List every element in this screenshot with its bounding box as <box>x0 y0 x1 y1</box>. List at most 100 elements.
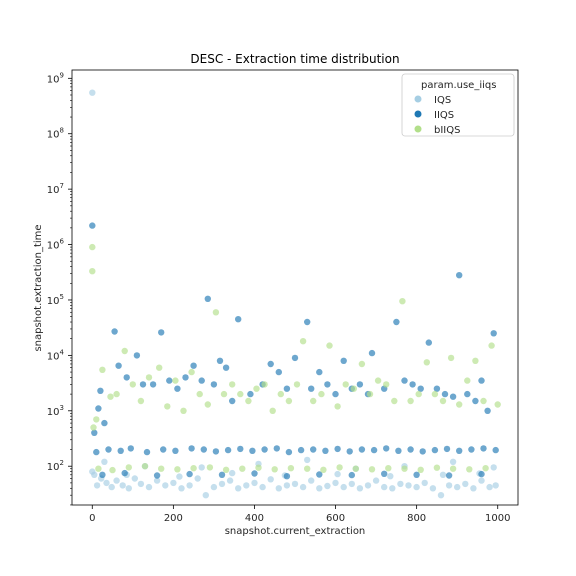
data-point-iiqs <box>93 448 100 456</box>
data-point-iiqs <box>316 368 323 376</box>
data-point-biiqs <box>125 464 132 471</box>
data-point-iiqs <box>383 445 390 452</box>
data-point-iqs <box>93 482 101 489</box>
y-axis-ticks: 102 103 104 105 106 107 108 109 <box>47 71 72 506</box>
data-point-iiqs <box>291 354 299 362</box>
data-point-iiqs <box>190 362 197 369</box>
x-tick-label: 800 <box>407 513 426 524</box>
data-point-iiqs <box>229 397 236 405</box>
legend-marker-iqs <box>414 95 422 103</box>
data-point-biiqs <box>90 424 97 431</box>
data-point-iiqs <box>115 362 122 369</box>
data-point-biiqs <box>121 347 128 355</box>
data-point-iiqs <box>273 445 280 452</box>
data-point-iqs <box>413 483 420 491</box>
data-point-iiqs <box>139 381 147 388</box>
data-point-iqs <box>429 485 437 492</box>
data-point-biiqs <box>156 364 163 371</box>
data-point-iqs <box>259 483 266 491</box>
data-point-biiqs <box>456 401 463 408</box>
data-point-iiqs <box>283 385 291 392</box>
data-point-biiqs <box>449 465 457 472</box>
data-point-biiqs <box>415 390 422 398</box>
data-point-iiqs <box>419 448 426 455</box>
y-tick-label: 109 <box>47 71 64 85</box>
data-point-biiqs <box>439 397 447 405</box>
data-point-iqs <box>397 480 404 488</box>
data-point-iiqs <box>356 381 364 388</box>
data-point-iqs <box>113 477 120 484</box>
data-point-biiqs <box>431 390 439 398</box>
data-point-iiqs <box>393 318 400 326</box>
chart-title: DESC - Extraction time distribution <box>190 52 399 66</box>
data-point-iiqs <box>198 377 205 384</box>
data-point-iqs <box>437 492 445 499</box>
data-point-iqs <box>332 479 339 487</box>
data-point-iiqs <box>117 447 124 454</box>
data-point-iqs <box>486 483 493 491</box>
data-point-biiqs <box>204 401 211 408</box>
data-point-iiqs <box>324 381 331 388</box>
data-point-biiqs <box>320 466 327 473</box>
x-tick-label: 1000 <box>485 513 510 524</box>
x-axis-label: snapshot.current_extraction <box>225 526 366 537</box>
data-point-iiqs <box>407 446 414 453</box>
data-point-iiqs <box>449 393 457 400</box>
data-point-iiqs <box>297 446 305 454</box>
series-biiqs <box>89 243 501 474</box>
data-point-biiqs <box>326 342 333 349</box>
y-tick-label: 103 <box>47 404 64 418</box>
data-point-iqs <box>91 471 98 478</box>
data-point-iqs <box>334 470 341 478</box>
data-point-iiqs <box>105 446 112 453</box>
data-point-biiqs <box>99 366 106 373</box>
data-point-iiqs <box>425 339 432 346</box>
data-point-iiqs <box>395 447 402 454</box>
data-point-iqs <box>340 483 347 491</box>
data-point-iiqs <box>172 447 179 454</box>
data-point-iiqs <box>186 470 193 478</box>
data-point-iiqs <box>433 385 441 392</box>
data-point-iiqs <box>267 360 274 368</box>
legend-label-biiqs: bIIQS <box>434 125 460 136</box>
data-point-iiqs <box>445 472 453 479</box>
y-tick-label: 108 <box>47 127 64 141</box>
legend-marker-iiqs <box>414 110 422 118</box>
data-point-iqs <box>178 485 185 492</box>
data-point-iiqs <box>166 377 173 384</box>
data-point-iiqs <box>413 471 420 478</box>
x-tick-label: 600 <box>326 513 345 524</box>
data-point-iqs <box>210 483 218 491</box>
data-point-iqs <box>176 473 183 480</box>
data-point-biiqs <box>287 465 295 472</box>
data-point-iiqs <box>417 385 424 392</box>
data-point-iiqs <box>200 446 207 453</box>
data-point-iiqs <box>322 447 329 454</box>
data-point-iqs <box>372 477 380 484</box>
data-point-biiqs <box>401 465 408 472</box>
data-point-iqs <box>470 485 477 492</box>
data-point-biiqs <box>293 381 301 388</box>
data-point-biiqs <box>383 381 390 388</box>
legend-label-iiqs: IIQS <box>434 110 454 121</box>
data-point-iiqs <box>97 387 104 394</box>
data-point-biiqs <box>145 374 153 381</box>
data-point-iiqs <box>340 357 347 364</box>
data-point-iiqs <box>160 446 167 453</box>
data-point-iiqs <box>133 352 141 359</box>
data-point-iiqs <box>121 469 128 477</box>
data-point-iiqs <box>123 374 130 381</box>
data-point-biiqs <box>172 377 179 384</box>
data-point-biiqs <box>285 397 293 405</box>
data-point-biiqs <box>89 243 96 251</box>
data-point-iiqs <box>212 448 220 455</box>
data-point-biiqs <box>196 390 203 398</box>
data-point-iqs <box>421 479 428 487</box>
data-point-iqs <box>449 458 457 465</box>
data-point-iqs <box>202 492 209 499</box>
data-point-biiqs <box>447 354 455 362</box>
data-point-iiqs <box>210 381 218 388</box>
data-point-iiqs <box>456 447 463 454</box>
y-tick-label: 102 <box>47 459 64 473</box>
data-point-iiqs <box>484 407 491 414</box>
